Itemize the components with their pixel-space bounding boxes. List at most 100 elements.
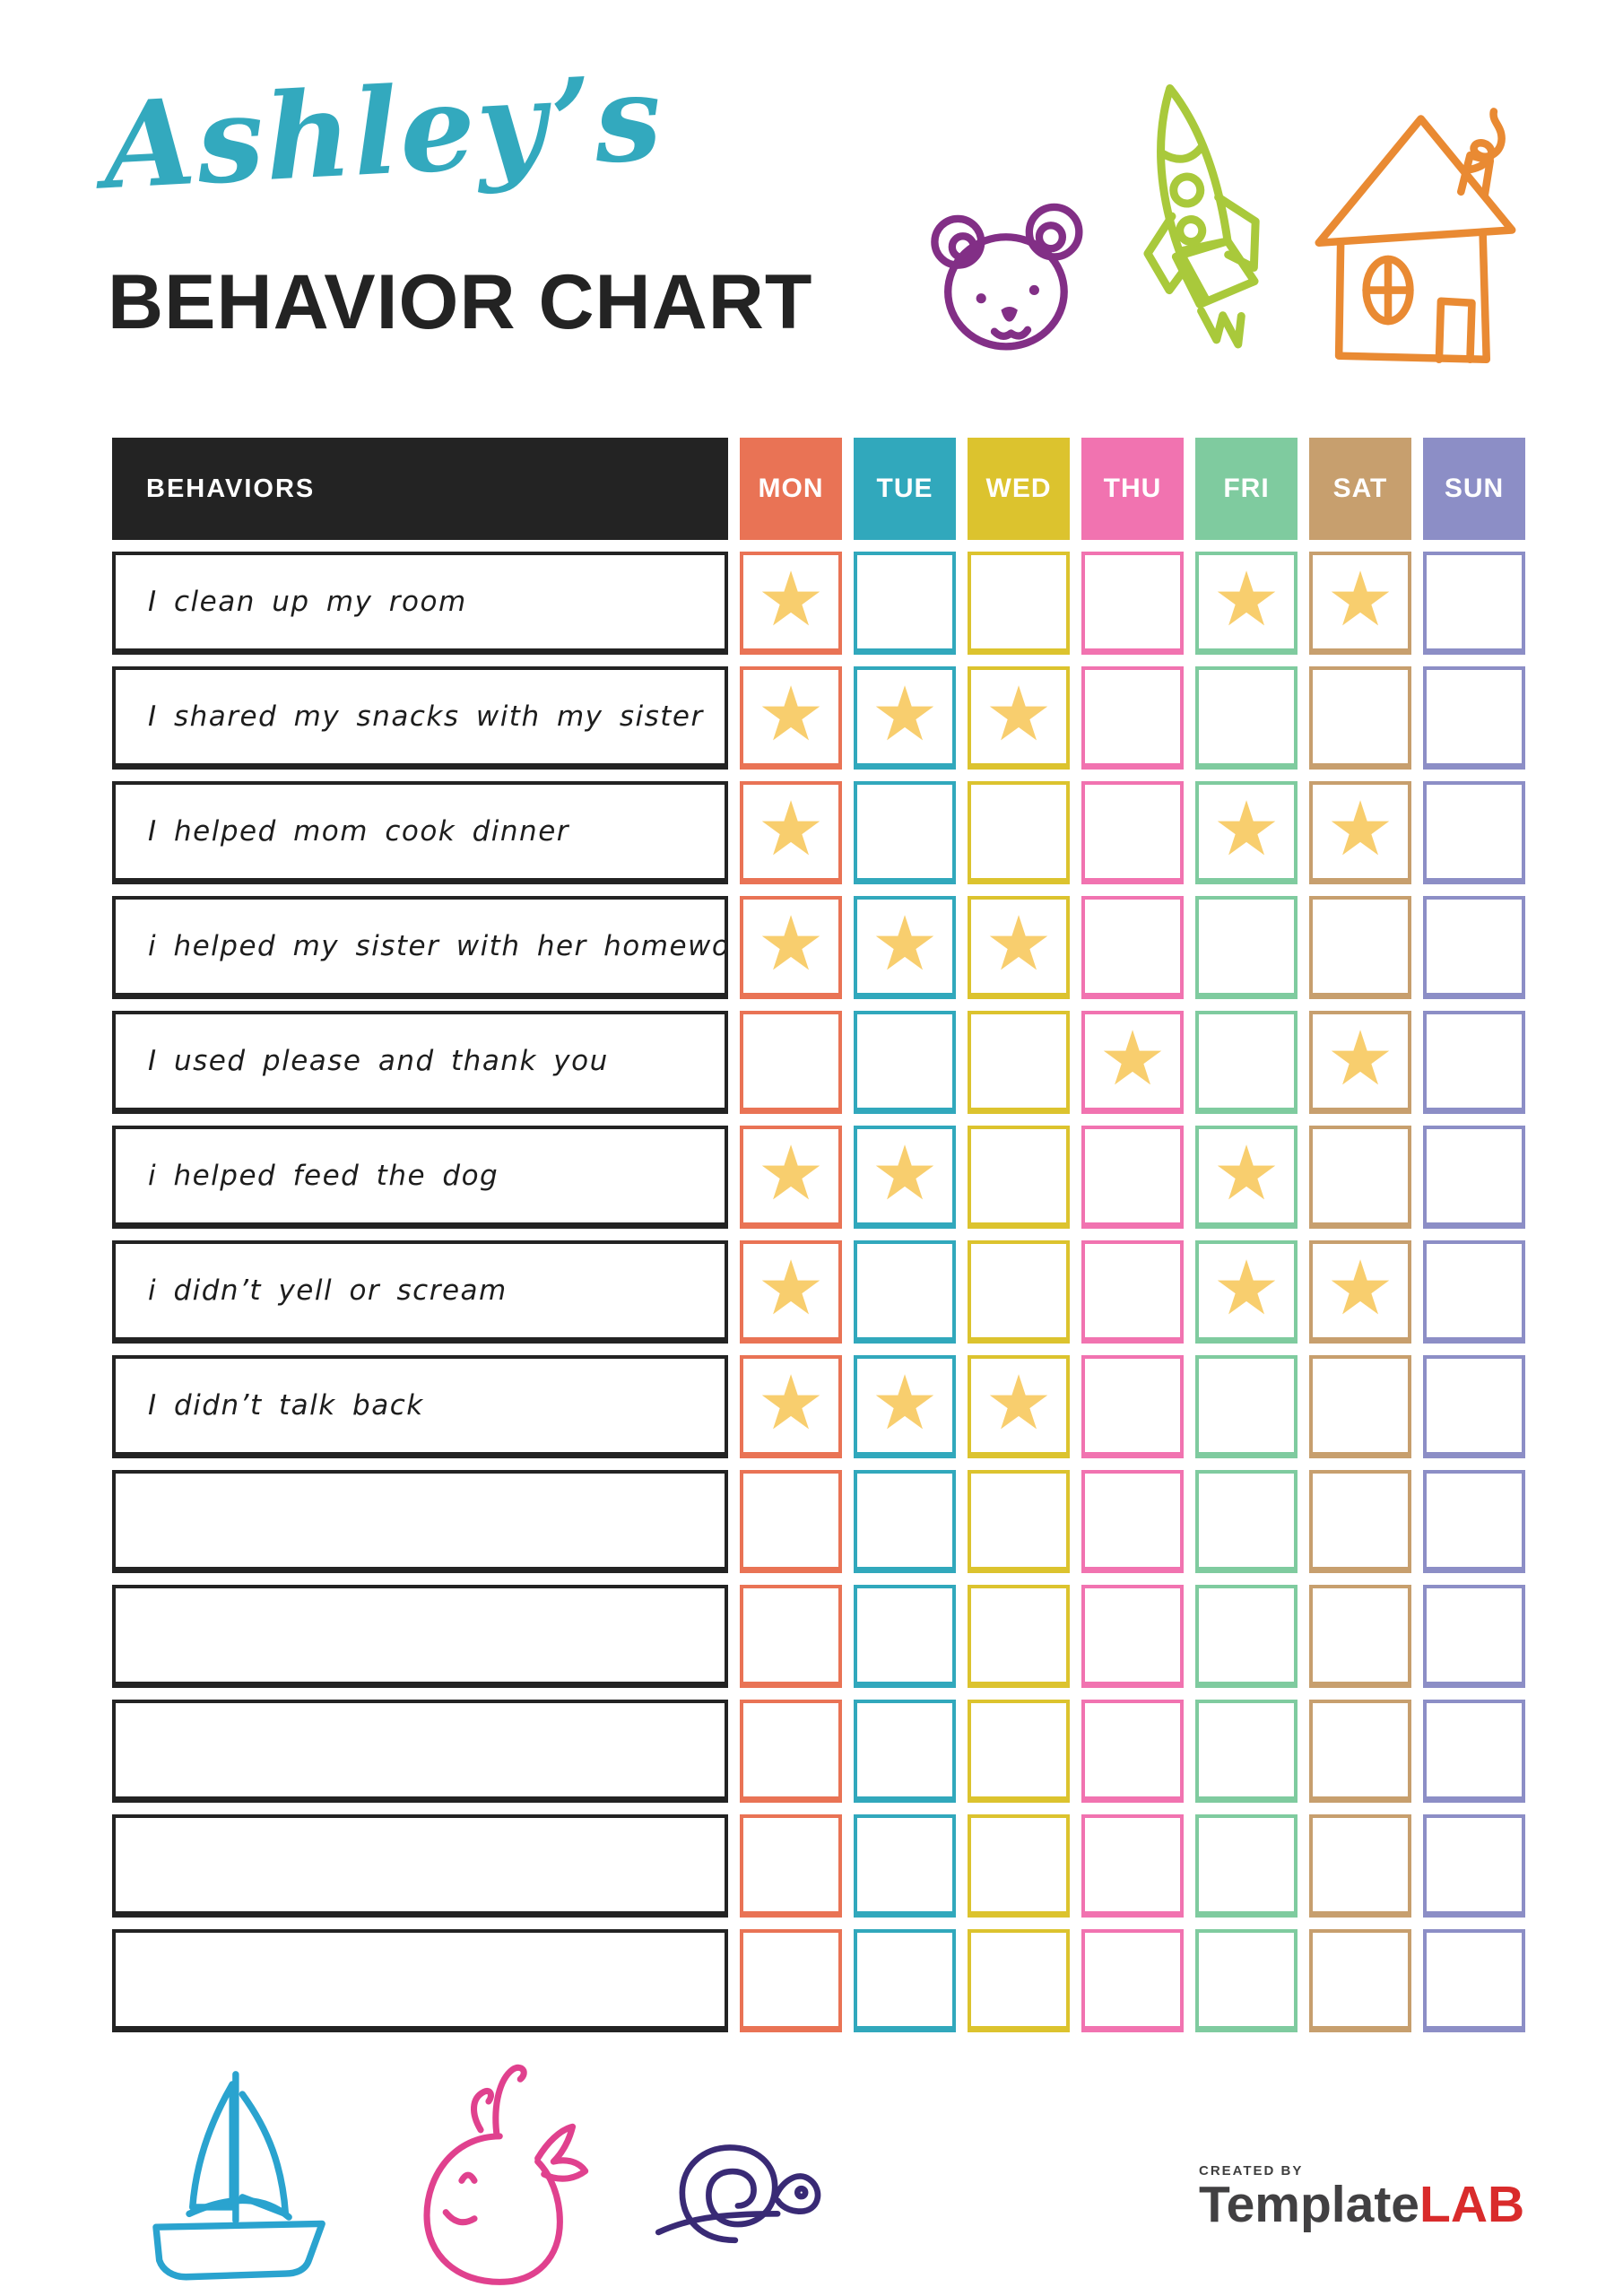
- star-cell-fri[interactable]: [1195, 1011, 1298, 1114]
- star-cell-wed[interactable]: [968, 781, 1070, 884]
- star-cell-fri[interactable]: [1195, 1700, 1298, 1803]
- star-cell-wed[interactable]: [968, 552, 1070, 655]
- star-cell-tue[interactable]: [854, 1470, 956, 1573]
- star-cell-fri[interactable]: [1195, 1814, 1298, 1918]
- star-cell-tue[interactable]: [854, 1814, 956, 1918]
- bear-icon: [931, 203, 1083, 351]
- behavior-label: i helped my sister with her homework: [112, 896, 728, 999]
- star-cell-wed[interactable]: [968, 1240, 1070, 1344]
- behavior-label: i helped feed the dog: [112, 1126, 728, 1229]
- star-cell-wed[interactable]: [968, 1929, 1070, 2032]
- star-cell-wed[interactable]: [968, 1700, 1070, 1803]
- star-cell-wed[interactable]: ★: [968, 666, 1070, 770]
- star-cell-sun[interactable]: [1423, 1011, 1525, 1114]
- star-cell-wed[interactable]: [968, 1126, 1070, 1229]
- star-cell-mon[interactable]: ★: [740, 896, 842, 999]
- star-cell-sat[interactable]: [1309, 1585, 1411, 1688]
- star-cell-tue[interactable]: ★: [854, 896, 956, 999]
- star-cell-tue[interactable]: [854, 552, 956, 655]
- table-row: [112, 1470, 1525, 1573]
- star-cell-fri[interactable]: ★: [1195, 781, 1298, 884]
- star-cell-wed[interactable]: [968, 1585, 1070, 1688]
- star-cell-tue[interactable]: ★: [854, 1126, 956, 1229]
- star-cell-thu[interactable]: [1081, 1585, 1184, 1688]
- star-cell-mon[interactable]: ★: [740, 781, 842, 884]
- star-cell-sat[interactable]: [1309, 1126, 1411, 1229]
- star-cell-tue[interactable]: [854, 1929, 956, 2032]
- star-cell-mon[interactable]: [740, 1929, 842, 2032]
- star-cell-wed[interactable]: ★: [968, 896, 1070, 999]
- star-cell-sat[interactable]: [1309, 1470, 1411, 1573]
- star-cell-mon[interactable]: ★: [740, 552, 842, 655]
- star-cell-thu[interactable]: [1081, 1929, 1184, 2032]
- day-header-sat: SAT: [1309, 438, 1411, 540]
- star-cell-thu[interactable]: [1081, 666, 1184, 770]
- star-cell-thu[interactable]: ★: [1081, 1011, 1184, 1114]
- star-cell-sun[interactable]: [1423, 1700, 1525, 1803]
- star-cell-tue[interactable]: [854, 1700, 956, 1803]
- star-cell-mon[interactable]: [740, 1585, 842, 1688]
- star-cell-sat[interactable]: [1309, 666, 1411, 770]
- star-cell-mon[interactable]: ★: [740, 1355, 842, 1458]
- star-cell-sat[interactable]: [1309, 1929, 1411, 2032]
- star-cell-thu[interactable]: [1081, 1470, 1184, 1573]
- star-cell-tue[interactable]: ★: [854, 1355, 956, 1458]
- star-cell-sat[interactable]: [1309, 896, 1411, 999]
- star-cell-tue[interactable]: [854, 781, 956, 884]
- star-cell-fri[interactable]: [1195, 1585, 1298, 1688]
- star-cell-fri[interactable]: ★: [1195, 1126, 1298, 1229]
- star-cell-sat[interactable]: [1309, 1814, 1411, 1918]
- star-cell-tue[interactable]: ★: [854, 666, 956, 770]
- star-cell-tue[interactable]: [854, 1585, 956, 1688]
- star-cell-sat[interactable]: ★: [1309, 1240, 1411, 1344]
- star-cell-sun[interactable]: [1423, 1355, 1525, 1458]
- star-cell-sun[interactable]: [1423, 896, 1525, 999]
- star-cell-fri[interactable]: [1195, 1470, 1298, 1573]
- star-cell-thu[interactable]: [1081, 1240, 1184, 1344]
- star-cell-fri[interactable]: [1195, 666, 1298, 770]
- star-cell-sun[interactable]: [1423, 1814, 1525, 1918]
- star-cell-sun[interactable]: [1423, 1470, 1525, 1573]
- star-cell-sun[interactable]: [1423, 781, 1525, 884]
- star-cell-thu[interactable]: [1081, 1700, 1184, 1803]
- star-cell-thu[interactable]: [1081, 552, 1184, 655]
- star-cell-mon[interactable]: ★: [740, 1126, 842, 1229]
- star-cell-fri[interactable]: ★: [1195, 552, 1298, 655]
- star-cell-mon[interactable]: [740, 1814, 842, 1918]
- star-cell-sun[interactable]: [1423, 1585, 1525, 1688]
- star-cell-sat[interactable]: [1309, 1700, 1411, 1803]
- star-cell-thu[interactable]: [1081, 1126, 1184, 1229]
- star-cell-sun[interactable]: [1423, 552, 1525, 655]
- star-cell-sun[interactable]: [1423, 1929, 1525, 2032]
- star-cell-fri[interactable]: ★: [1195, 1240, 1298, 1344]
- behavior-label: [112, 1814, 728, 1918]
- star-cell-sun[interactable]: [1423, 1126, 1525, 1229]
- star-cell-thu[interactable]: [1081, 896, 1184, 999]
- star-cell-thu[interactable]: [1081, 1355, 1184, 1458]
- star-cell-mon[interactable]: [740, 1700, 842, 1803]
- star-cell-thu[interactable]: [1081, 781, 1184, 884]
- star-cell-tue[interactable]: [854, 1011, 956, 1114]
- star-cell-wed[interactable]: ★: [968, 1355, 1070, 1458]
- star-cell-sat[interactable]: ★: [1309, 552, 1411, 655]
- star-cell-wed[interactable]: [968, 1470, 1070, 1573]
- star-cell-sat[interactable]: [1309, 1355, 1411, 1458]
- star-cell-mon[interactable]: [740, 1011, 842, 1114]
- star-cell-wed[interactable]: [968, 1814, 1070, 1918]
- star-cell-sat[interactable]: ★: [1309, 1011, 1411, 1114]
- star-cell-wed[interactable]: [968, 1011, 1070, 1114]
- star-cell-fri[interactable]: [1195, 1355, 1298, 1458]
- snail-icon: [655, 2144, 821, 2244]
- table-row: [112, 1929, 1525, 2032]
- star-cell-mon[interactable]: ★: [740, 1240, 842, 1344]
- star-cell-sun[interactable]: [1423, 666, 1525, 770]
- star-cell-tue[interactable]: [854, 1240, 956, 1344]
- star-cell-sun[interactable]: [1423, 1240, 1525, 1344]
- star-cell-fri[interactable]: [1195, 896, 1298, 999]
- star-cell-fri[interactable]: [1195, 1929, 1298, 2032]
- star-cell-thu[interactable]: [1081, 1814, 1184, 1918]
- day-header-mon: MON: [740, 438, 842, 540]
- star-cell-mon[interactable]: [740, 1470, 842, 1573]
- star-cell-mon[interactable]: ★: [740, 666, 842, 770]
- star-cell-sat[interactable]: ★: [1309, 781, 1411, 884]
